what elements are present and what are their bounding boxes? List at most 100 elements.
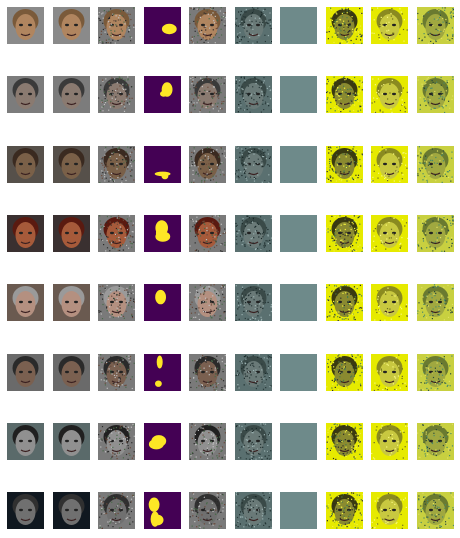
- tile-image: [326, 423, 363, 460]
- tile-image: [53, 7, 90, 44]
- tile-image: [189, 215, 226, 252]
- tile-image: [189, 492, 226, 529]
- tile-image: [280, 423, 317, 460]
- tile-image: [144, 76, 181, 113]
- tile-image: [144, 423, 181, 460]
- grid-tile-r6-c6: [235, 354, 272, 391]
- grid-tile-r1-c1: [7, 7, 44, 44]
- grid-tile-r1-c2: [53, 7, 90, 44]
- grid-tile-r4-c3: [98, 215, 135, 252]
- tile-image: [7, 76, 44, 113]
- grid-tile-r6-c7: [280, 354, 317, 391]
- tile-image: [371, 76, 408, 113]
- grid-tile-r5-c1: [7, 284, 44, 321]
- tile-image: [53, 146, 90, 183]
- grid-tile-r5-c7: [280, 284, 317, 321]
- grid-tile-r4-c1: [7, 215, 44, 252]
- tile-image: [280, 284, 317, 321]
- grid-tile-r3-c2: [53, 146, 90, 183]
- grid-tile-r8-c3: [98, 492, 135, 529]
- grid-tile-r3-c4: [144, 146, 181, 183]
- grid-tile-r3-c9: [371, 146, 408, 183]
- tile-image: [235, 146, 272, 183]
- grid-tile-r7-c9: [371, 423, 408, 460]
- tile-image: [371, 215, 408, 252]
- grid-tile-r1-c9: [371, 7, 408, 44]
- grid-tile-r2-c4: [144, 76, 181, 113]
- tile-image: [417, 7, 454, 44]
- tile-image: [280, 146, 317, 183]
- grid-tile-r1-c10: [417, 7, 454, 44]
- grid-tile-r8-c6: [235, 492, 272, 529]
- grid-tile-r2-c6: [235, 76, 272, 113]
- tile-image: [98, 423, 135, 460]
- tile-image: [235, 284, 272, 321]
- tile-image: [326, 354, 363, 391]
- tile-image: [417, 215, 454, 252]
- tile-image: [235, 215, 272, 252]
- tile-image: [144, 284, 181, 321]
- tile-image: [417, 423, 454, 460]
- tile-image: [7, 284, 44, 321]
- tile-image: [189, 7, 226, 44]
- grid-tile-r6-c5: [189, 354, 226, 391]
- grid-tile-r1-c3: [98, 7, 135, 44]
- tile-image: [7, 423, 44, 460]
- tile-image: [235, 423, 272, 460]
- grid-tile-r3-c5: [189, 146, 226, 183]
- tile-image: [189, 146, 226, 183]
- grid-tile-r5-c4: [144, 284, 181, 321]
- tile-image: [189, 76, 226, 113]
- tile-image: [98, 354, 135, 391]
- tile-image: [280, 7, 317, 44]
- tile-image: [235, 492, 272, 529]
- grid-tile-r3-c3: [98, 146, 135, 183]
- grid-tile-r4-c2: [53, 215, 90, 252]
- grid-tile-r7-c6: [235, 423, 272, 460]
- grid-tile-r5-c9: [371, 284, 408, 321]
- grid-tile-r6-c1: [7, 354, 44, 391]
- tile-image: [280, 492, 317, 529]
- grid-tile-r6-c4: [144, 354, 181, 391]
- grid-tile-r6-c3: [98, 354, 135, 391]
- grid-tile-r8-c9: [371, 492, 408, 529]
- grid-tile-r1-c7: [280, 7, 317, 44]
- tile-image: [417, 492, 454, 529]
- grid-tile-r1-c8: [326, 7, 363, 44]
- grid-tile-r2-c3: [98, 76, 135, 113]
- grid-tile-r5-c10: [417, 284, 454, 321]
- grid-tile-r7-c8: [326, 423, 363, 460]
- tile-image: [235, 76, 272, 113]
- grid-tile-r8-c4: [144, 492, 181, 529]
- tile-image: [7, 492, 44, 529]
- tile-image: [98, 215, 135, 252]
- tile-image: [326, 492, 363, 529]
- grid-tile-r2-c1: [7, 76, 44, 113]
- grid-tile-r7-c1: [7, 423, 44, 460]
- grid-tile-r5-c8: [326, 284, 363, 321]
- grid-tile-r4-c10: [417, 215, 454, 252]
- tile-image: [7, 215, 44, 252]
- tile-image: [144, 146, 181, 183]
- tile-image: [326, 284, 363, 321]
- grid-tile-r7-c4: [144, 423, 181, 460]
- tile-image: [371, 7, 408, 44]
- tile-image: [53, 492, 90, 529]
- grid-tile-r2-c5: [189, 76, 226, 113]
- grid-tile-r1-c4: [144, 7, 181, 44]
- grid-tile-r8-c8: [326, 492, 363, 529]
- tile-image: [144, 492, 181, 529]
- grid-tile-r4-c5: [189, 215, 226, 252]
- grid-tile-r1-c5: [189, 7, 226, 44]
- grid-tile-r4-c6: [235, 215, 272, 252]
- tile-image: [98, 492, 135, 529]
- tile-image: [326, 215, 363, 252]
- grid-tile-r5-c6: [235, 284, 272, 321]
- grid-tile-r4-c9: [371, 215, 408, 252]
- tile-image: [417, 76, 454, 113]
- grid-tile-r5-c3: [98, 284, 135, 321]
- tile-image: [53, 215, 90, 252]
- grid-tile-r5-c5: [189, 284, 226, 321]
- tile-image: [371, 146, 408, 183]
